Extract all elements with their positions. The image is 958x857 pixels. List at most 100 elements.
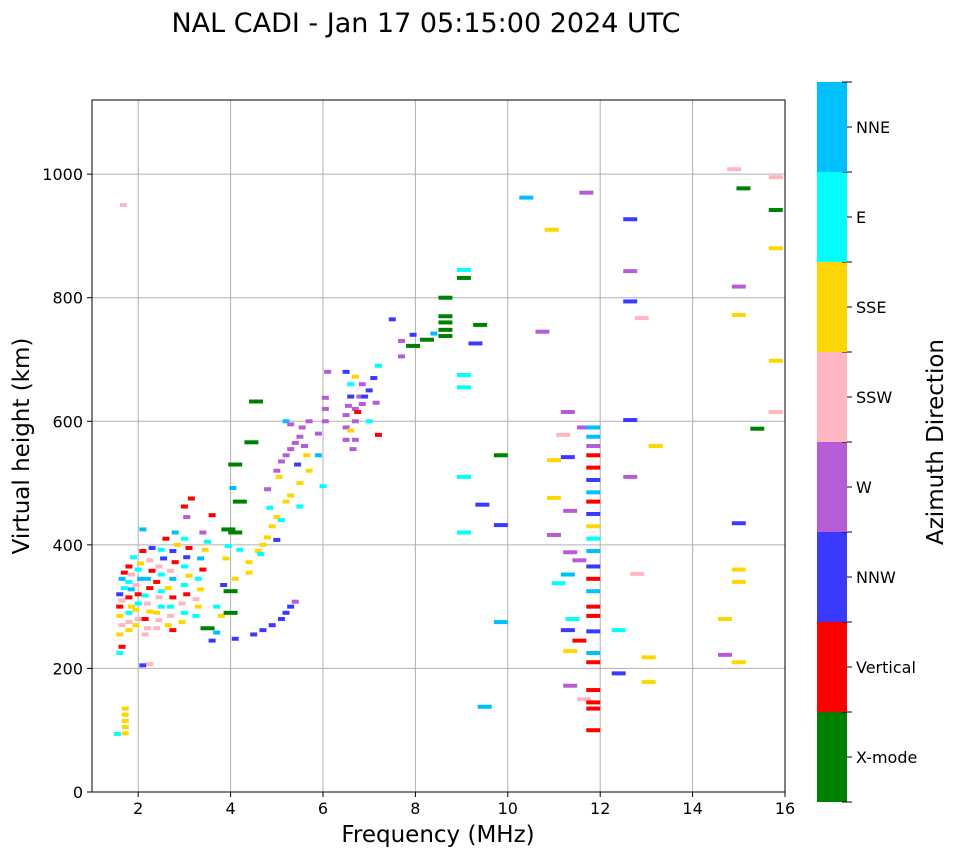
data-point-nnw [160,556,168,561]
data-point-x-mode [493,453,508,458]
x-tick-label: 8 [410,799,420,818]
data-point-e [157,604,165,609]
data-point-sse [544,227,559,232]
data-point-x-mode [473,322,488,327]
data-point-w [563,508,578,513]
data-point-nnw [586,511,601,516]
data-point-e [157,572,165,577]
data-point-nne [197,556,205,561]
data-point-vertical [586,706,601,711]
data-point-sse [222,556,230,561]
y-axis-label: Virtual height (km) [9,338,35,555]
colorbar-label: Azimuth Direction [923,339,949,545]
data-point-e [180,536,188,541]
data-point-sse [121,712,129,717]
data-point-sse [731,567,746,572]
data-point-e [224,544,232,549]
data-point-w [623,474,638,479]
x-tick-label: 10 [498,799,518,818]
data-point-sse [731,579,746,584]
data-point-nne [143,576,151,581]
data-point-e [611,628,626,633]
data-point-sse [185,573,193,578]
data-point-sse [264,535,272,540]
data-point-vertical [120,570,128,575]
data-point-x-mode [438,334,453,339]
data-point-e [180,610,188,615]
colorbar-label-w: W [856,478,872,497]
data-point-vertical [586,613,601,618]
data-point-nne [430,331,438,336]
data-point-ssw [143,626,151,631]
data-point-sse [194,604,202,609]
data-point-ssw [630,571,645,576]
data-point-nnw [287,604,295,609]
data-point-sse [127,604,135,609]
data-point-nne [560,572,575,577]
data-point-e [180,583,188,588]
data-point-w [321,419,329,424]
data-point-vertical [187,496,195,501]
data-point-vertical [354,410,362,415]
data-point-sse [125,628,133,633]
data-point-nnw [623,217,638,222]
data-point-nne [586,589,601,594]
data-point-x-mode [223,589,238,594]
data-point-x-mode [223,610,238,615]
data-point-e [204,539,211,544]
data-point-sse [231,576,239,581]
data-point-nne [586,434,601,439]
data-point-sse [287,493,295,498]
data-point-w [296,434,304,439]
data-point-vertical [183,592,191,597]
data-point-sse [641,680,656,685]
data-point-e [277,518,285,523]
data-point-ssw [127,572,135,577]
chart-title: NAL CADI - Jan 17 05:15:00 2024 UTC [171,8,680,39]
data-point-sse [121,706,129,711]
data-point-w [301,444,309,448]
data-point-nnw [409,332,417,337]
data-point-ssw [134,617,142,621]
data-point-sse [164,586,172,591]
data-point-nnw [294,462,302,467]
data-point-sse [347,428,355,433]
data-point-sse [116,613,124,618]
data-point-w [199,530,207,535]
data-point-w [572,558,587,563]
data-point-nne [586,425,601,430]
data-point-nnw [250,632,258,637]
data-point-w [717,652,732,657]
data-point-x-mode [249,399,264,404]
data-point-vertical [125,595,133,600]
data-point-w [358,401,366,406]
data-point-vertical [374,432,382,437]
colorbar-label-sse: SSE [856,298,886,317]
x-tick-label: 4 [226,799,236,818]
data-point-nnw [475,502,490,507]
data-point-nnw [169,549,177,554]
data-point-sse [137,561,145,566]
colorbar-label-x-mode: X-mode [856,748,917,767]
data-point-x-mode [244,440,259,445]
data-point-nnw [361,394,369,399]
data-point-vertical [586,700,601,705]
data-point-nnw [586,477,601,482]
data-point-x-mode [750,426,765,431]
data-point-sse [197,587,205,592]
data-point-ssw [634,316,649,321]
data-point-nnw [148,545,156,550]
data-point-nne [519,195,534,200]
data-point-ssw [132,583,140,588]
data-point-nnw [731,521,746,526]
data-point-e [347,382,355,387]
data-point-w [324,369,332,374]
data-point-e [120,586,128,591]
data-point-nnw [259,628,267,633]
data-point-vertical [586,688,601,693]
colorbar-segment-sse [817,262,847,352]
data-point-nnw [370,376,378,381]
data-point-nnw [365,388,373,393]
data-point-vertical [586,453,601,458]
colorbar-label-vertical: Vertical [856,658,916,677]
